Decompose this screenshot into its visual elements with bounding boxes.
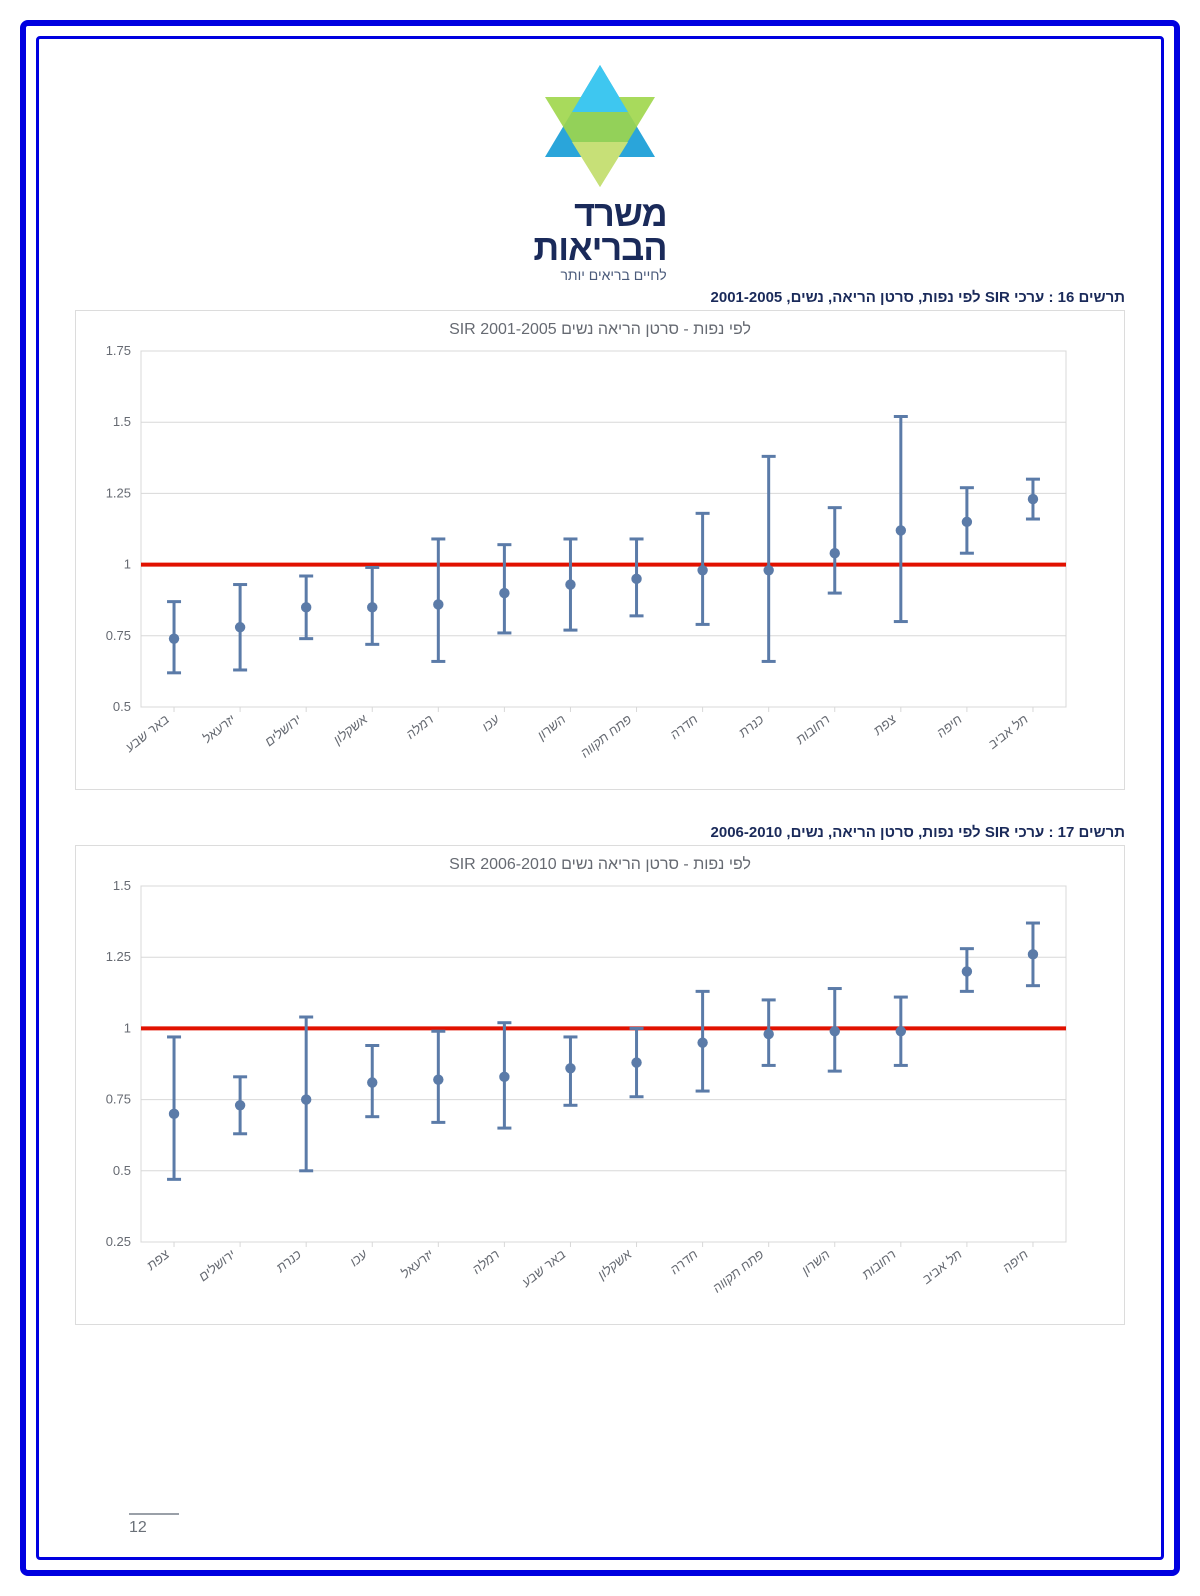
svg-text:1: 1 xyxy=(124,557,131,572)
svg-text:אשקלון: אשקלון xyxy=(330,711,371,748)
svg-text:כנרת: כנרת xyxy=(272,1247,304,1276)
svg-text:0.75: 0.75 xyxy=(106,628,131,643)
svg-text:1.5: 1.5 xyxy=(113,415,131,430)
svg-text:0.25: 0.25 xyxy=(106,1234,131,1249)
chart1-title: SIR לפי נפות - סרטן הריאה נשים 2001-2005 xyxy=(86,321,1114,339)
svg-text:1.5: 1.5 xyxy=(113,880,131,893)
svg-text:באר שבע: באר שבע xyxy=(122,712,172,756)
logo-title-line1: משרד xyxy=(533,197,666,231)
svg-text:צפת: צפת xyxy=(870,711,900,739)
logo-block: משרד הבריאות לחיים בריאים יותר xyxy=(75,57,1125,283)
svg-text:רחובות: רחובות xyxy=(792,712,833,748)
svg-text:כנרת: כנרת xyxy=(735,712,767,741)
svg-text:1.25: 1.25 xyxy=(106,950,131,965)
svg-text:באר שבע: באר שבע xyxy=(518,1247,568,1291)
chart2-title: SIR לפי נפות - סרטן הריאה נשים 2006-2010 xyxy=(86,856,1114,874)
svg-text:רחובות: רחובות xyxy=(858,1247,899,1283)
svg-text:השרון: השרון xyxy=(534,712,569,744)
svg-text:חיפה: חיפה xyxy=(934,712,965,741)
svg-text:פתח תקווה: פתח תקווה xyxy=(577,712,634,761)
page-number-rule xyxy=(129,1513,179,1515)
svg-text:חיפה: חיפה xyxy=(1000,1247,1031,1276)
svg-text:1.75: 1.75 xyxy=(106,345,131,358)
svg-text:תל אביב: תל אביב xyxy=(984,712,1030,753)
svg-text:עכו: עכו xyxy=(347,1247,371,1270)
logo-title-line2: הבריאות xyxy=(533,231,666,265)
svg-text:רמלה: רמלה xyxy=(403,712,436,742)
svg-text:ירושלים: ירושלים xyxy=(196,1247,239,1285)
svg-text:פתח תקווה: פתח תקווה xyxy=(710,1247,767,1296)
svg-text:יזרעאל: יזרעאל xyxy=(398,1247,437,1282)
chart2-container: SIR לפי נפות - סרטן הריאה נשים 2006-2010… xyxy=(75,845,1125,1325)
svg-text:1.25: 1.25 xyxy=(106,486,131,501)
svg-text:1: 1 xyxy=(124,1021,131,1036)
svg-text:חדרה: חדרה xyxy=(667,1247,700,1278)
chart1-container: SIR לפי נפות - סרטן הריאה נשים 2001-2005… xyxy=(75,310,1125,790)
svg-text:רמלה: רמלה xyxy=(469,1247,502,1277)
svg-text:השרון: השרון xyxy=(798,1247,833,1279)
chart1-caption: תרשים 16 : ערכי SIR לפי נפות, סרטן הריאה… xyxy=(75,289,1125,306)
svg-text:ירושלים: ירושלים xyxy=(262,712,305,750)
svg-text:תל אביב: תל אביב xyxy=(918,1247,964,1288)
page-number: 12 xyxy=(129,1519,179,1537)
ministry-star-icon xyxy=(520,57,680,197)
svg-text:0.75: 0.75 xyxy=(106,1092,131,1107)
svg-text:0.5: 0.5 xyxy=(113,1163,131,1178)
logo-tagline: לחיים בריאים יותר xyxy=(533,267,666,283)
svg-text:אשקלון: אשקלון xyxy=(594,1246,635,1283)
svg-text:צפת: צפת xyxy=(143,1246,173,1274)
page-content: משרד הבריאות לחיים בריאים יותר תרשים 16 … xyxy=(36,36,1164,1560)
svg-text:0.5: 0.5 xyxy=(113,699,131,714)
page-number-block: 12 xyxy=(129,1513,179,1537)
svg-text:עכו: עכו xyxy=(479,712,503,735)
svg-text:חדרה: חדרה xyxy=(667,712,700,743)
chart2-plot: 0.25 0.5 0.75 1 1.25 1.5 צפת ירושלים כנרת עכו יזרע… xyxy=(86,880,1086,1320)
chart1-plot: 0.5 0.75 1 1.25 1.5 1.75 באר שבע יזרעאל ירושלים א… xyxy=(86,345,1086,785)
chart2-caption: תרשים 17 : ערכי SIR לפי נפות, סרטן הריאה… xyxy=(75,824,1125,841)
svg-text:יזרעאל: יזרעאל xyxy=(200,712,239,747)
